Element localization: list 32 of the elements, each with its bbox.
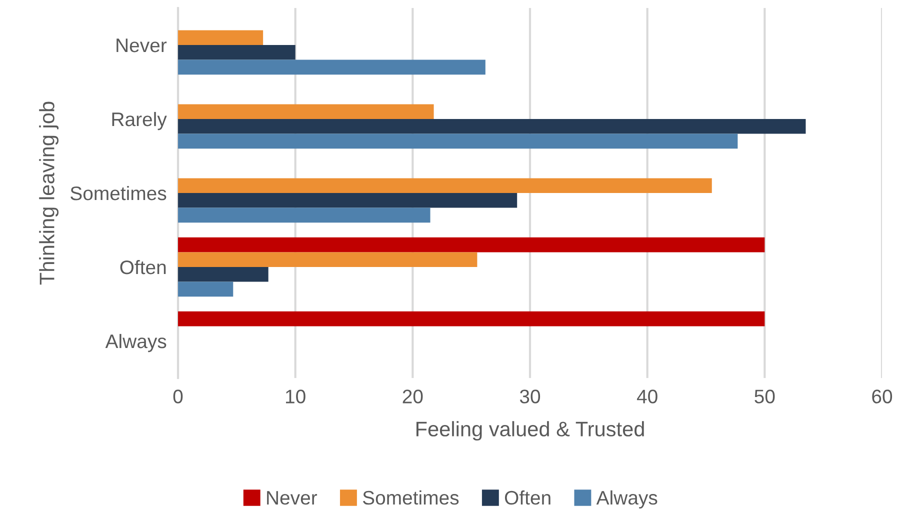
y-tick-label: Sometimes [70, 186, 166, 200]
y-tick-label: Rarely [112, 112, 167, 130]
bar [178, 119, 806, 134]
y-axis-title: Thinking leaving job [39, 102, 59, 285]
bar [178, 208, 430, 223]
legend-label: Never [267, 491, 318, 505]
x-axis-title: Feeling valued & Trusted [416, 421, 644, 441]
legend-label: Always [596, 490, 658, 508]
x-tick-label: 50 [754, 390, 775, 404]
x-tick-label: 30 [520, 390, 540, 404]
y-tick-label: Often [120, 260, 166, 274]
x-tick-label: 0 [173, 390, 183, 404]
bar [178, 178, 712, 193]
bar [178, 45, 296, 60]
x-tick-label: 20 [402, 390, 423, 404]
bar [178, 60, 486, 75]
bar [178, 311, 765, 326]
x-tick-label: 60 [872, 390, 892, 404]
bar [178, 104, 434, 119]
x-tick-label: 40 [636, 390, 658, 404]
y-tick-label: Never [116, 38, 167, 52]
y-tick-label: Always [105, 334, 166, 352]
legend-label: Sometimes [362, 490, 459, 505]
bar [178, 237, 765, 252]
x-tick-label: 10 [286, 390, 306, 404]
bar [178, 252, 478, 267]
bar [178, 282, 234, 297]
legend-label: Often [504, 490, 550, 505]
bar [178, 193, 518, 208]
bar [178, 30, 264, 45]
bar [178, 134, 738, 149]
bar [178, 267, 268, 282]
